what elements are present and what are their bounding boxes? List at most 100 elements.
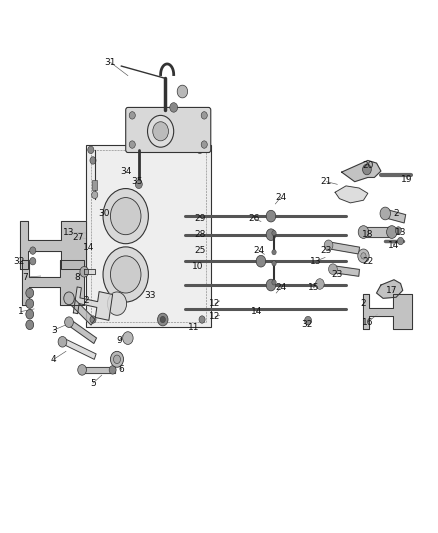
Circle shape bbox=[196, 146, 202, 154]
Text: 18: 18 bbox=[361, 230, 373, 239]
Text: 20: 20 bbox=[361, 161, 373, 170]
Polygon shape bbox=[20, 221, 85, 269]
Text: 13: 13 bbox=[394, 228, 405, 237]
Polygon shape bbox=[84, 269, 95, 274]
Text: 7: 7 bbox=[22, 272, 28, 281]
Circle shape bbox=[271, 261, 276, 266]
Circle shape bbox=[88, 146, 94, 154]
Bar bbox=[91, 150, 206, 322]
Circle shape bbox=[26, 288, 34, 298]
Circle shape bbox=[107, 292, 126, 316]
Circle shape bbox=[323, 240, 332, 251]
Text: 2: 2 bbox=[360, 299, 365, 308]
Circle shape bbox=[64, 317, 73, 327]
Circle shape bbox=[58, 336, 67, 347]
Circle shape bbox=[92, 191, 98, 199]
Text: 23: 23 bbox=[331, 270, 342, 279]
Circle shape bbox=[265, 279, 275, 291]
Circle shape bbox=[304, 317, 311, 325]
Circle shape bbox=[386, 225, 396, 238]
Text: 8: 8 bbox=[75, 272, 81, 281]
Circle shape bbox=[271, 249, 276, 255]
Polygon shape bbox=[376, 280, 402, 298]
Text: 1: 1 bbox=[18, 307, 24, 316]
Text: 19: 19 bbox=[400, 174, 412, 183]
Text: 28: 28 bbox=[194, 230, 205, 239]
Text: 33: 33 bbox=[144, 291, 155, 300]
Polygon shape bbox=[22, 260, 84, 305]
Circle shape bbox=[265, 229, 275, 240]
Polygon shape bbox=[67, 319, 96, 343]
Text: 10: 10 bbox=[191, 262, 203, 271]
Circle shape bbox=[265, 211, 275, 222]
Circle shape bbox=[157, 313, 168, 326]
FancyBboxPatch shape bbox=[125, 108, 210, 152]
Circle shape bbox=[177, 85, 187, 98]
Circle shape bbox=[122, 332, 133, 344]
Circle shape bbox=[113, 355, 120, 364]
Circle shape bbox=[201, 141, 207, 148]
Circle shape bbox=[109, 366, 116, 374]
Text: 30: 30 bbox=[98, 209, 110, 218]
Circle shape bbox=[315, 279, 323, 289]
Circle shape bbox=[362, 164, 371, 175]
Text: 14: 14 bbox=[251, 307, 261, 316]
Text: 22: 22 bbox=[361, 257, 373, 265]
Polygon shape bbox=[82, 367, 115, 373]
Circle shape bbox=[160, 317, 165, 322]
Text: 24: 24 bbox=[253, 246, 264, 255]
Circle shape bbox=[64, 292, 74, 305]
Circle shape bbox=[103, 247, 148, 302]
Text: 16: 16 bbox=[361, 318, 373, 327]
Polygon shape bbox=[328, 242, 359, 254]
Circle shape bbox=[379, 207, 390, 220]
Text: 26: 26 bbox=[248, 214, 259, 223]
Text: 2: 2 bbox=[392, 209, 398, 218]
Text: 27: 27 bbox=[72, 233, 83, 242]
Polygon shape bbox=[334, 186, 367, 203]
Circle shape bbox=[90, 316, 96, 323]
Circle shape bbox=[357, 225, 368, 238]
Text: 17: 17 bbox=[385, 286, 397, 295]
Text: 4: 4 bbox=[51, 355, 57, 364]
Text: 13: 13 bbox=[63, 228, 74, 237]
Circle shape bbox=[360, 253, 365, 259]
Text: 35: 35 bbox=[131, 177, 142, 186]
Text: 32: 32 bbox=[300, 320, 312, 329]
Circle shape bbox=[80, 266, 88, 277]
Circle shape bbox=[30, 257, 36, 265]
Text: 21: 21 bbox=[320, 177, 331, 186]
Circle shape bbox=[198, 316, 205, 323]
Text: 29: 29 bbox=[194, 214, 205, 223]
Text: 24: 24 bbox=[274, 283, 286, 292]
Text: 12: 12 bbox=[209, 299, 220, 308]
Text: 31: 31 bbox=[104, 58, 116, 67]
Polygon shape bbox=[363, 227, 391, 237]
Polygon shape bbox=[67, 295, 95, 325]
Text: 14: 14 bbox=[388, 241, 399, 250]
Circle shape bbox=[110, 198, 141, 235]
Circle shape bbox=[30, 247, 36, 254]
Text: 15: 15 bbox=[307, 283, 318, 292]
Circle shape bbox=[394, 227, 400, 234]
Polygon shape bbox=[73, 287, 112, 320]
Text: 25: 25 bbox=[194, 246, 205, 255]
Text: 34: 34 bbox=[120, 166, 131, 175]
Circle shape bbox=[271, 230, 276, 236]
Text: 24: 24 bbox=[274, 193, 286, 202]
Circle shape bbox=[396, 237, 403, 245]
Circle shape bbox=[271, 280, 276, 285]
Polygon shape bbox=[341, 160, 380, 182]
Text: 11: 11 bbox=[187, 323, 198, 332]
Polygon shape bbox=[384, 209, 405, 223]
Bar bbox=[92, 180, 97, 190]
Circle shape bbox=[170, 103, 177, 112]
Text: 32: 32 bbox=[13, 257, 25, 265]
Polygon shape bbox=[61, 338, 96, 359]
Text: 3: 3 bbox=[51, 326, 57, 335]
Polygon shape bbox=[362, 294, 411, 329]
Circle shape bbox=[152, 122, 168, 141]
Circle shape bbox=[129, 141, 135, 148]
Circle shape bbox=[26, 320, 34, 329]
Circle shape bbox=[255, 255, 265, 267]
